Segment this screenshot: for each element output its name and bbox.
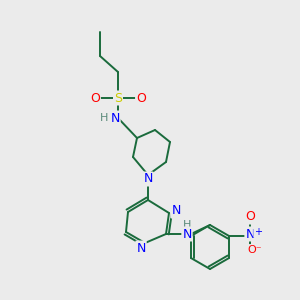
Text: S: S	[114, 92, 122, 104]
Text: N: N	[110, 112, 120, 124]
Text: O: O	[136, 92, 146, 104]
Text: +: +	[254, 227, 262, 237]
Text: O⁻: O⁻	[248, 245, 262, 255]
Text: O: O	[245, 211, 255, 224]
Text: H: H	[100, 113, 108, 123]
Text: N: N	[171, 205, 181, 218]
Text: N: N	[143, 172, 153, 185]
Text: N: N	[182, 227, 192, 241]
Text: N: N	[136, 242, 146, 254]
Text: N: N	[245, 227, 255, 241]
Text: H: H	[183, 220, 191, 230]
Text: O: O	[90, 92, 100, 104]
